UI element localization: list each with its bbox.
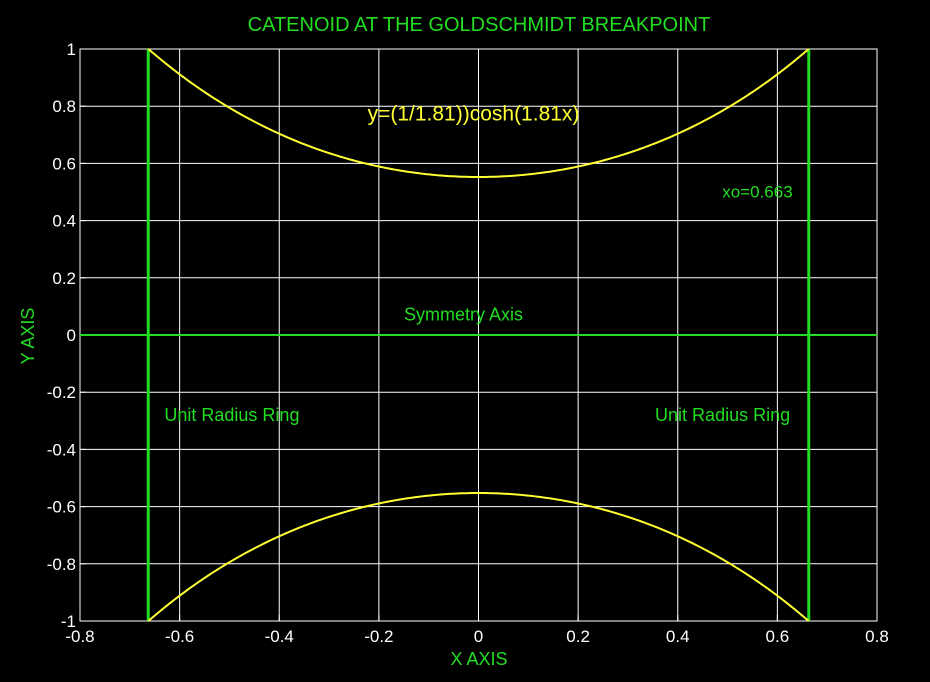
y-tick-label: -0.2 <box>47 383 76 402</box>
y-tick-label: 0.8 <box>52 97 76 116</box>
x-axis-label: X AXIS <box>450 649 507 669</box>
tick-labels: -0.8 -0.6 -0.4 -0.2 0 0.2 0.4 0.6 0.8-1-0.8-0.6-… <box>47 40 889 646</box>
x-tick-label: -0.2 <box>364 627 393 646</box>
x-tick-label: 0.2 <box>566 627 590 646</box>
ring-label-right: Unit Radius Ring <box>655 405 790 425</box>
catenary-lower-curve <box>147 492 810 622</box>
y-tick-label: 0.6 <box>52 154 76 173</box>
x-tick-label: -0.6 <box>165 627 194 646</box>
y-tick-label: 0.2 <box>52 269 76 288</box>
series <box>80 48 877 622</box>
x-tick-label: 0.8 <box>865 627 889 646</box>
y-tick-label: 0.4 <box>52 212 76 231</box>
y-tick-label: -0.8 <box>47 555 76 574</box>
ring-label-left: Unit Radius Ring <box>164 405 299 425</box>
y-tick-label: -0.6 <box>47 498 76 517</box>
y-tick-label: 1 <box>67 40 76 59</box>
xo-annotation: xo=0.663 <box>722 183 792 202</box>
chart-title: CATENOID AT THE GOLDSCHMIDT BREAKPOINT <box>248 14 711 36</box>
equation-annotation: y=(1/1.81))cosh(1.81x) <box>368 103 580 126</box>
x-tick-label: -0.8 <box>65 627 94 646</box>
symmetry-axis-label: Symmetry Axis <box>404 305 523 325</box>
x-tick-label: -0.4 <box>265 627 294 646</box>
y-axis-label: Y AXIS <box>18 308 38 365</box>
catenary-upper-curve <box>147 48 810 178</box>
x-tick-label: 0.6 <box>766 627 790 646</box>
y-tick-label: -0.4 <box>47 440 76 459</box>
x-tick-label: 0.4 <box>666 627 690 646</box>
x-tick-label: 0 <box>474 627 483 646</box>
y-tick-label: 0 <box>67 326 76 345</box>
y-tick-label: -1 <box>61 612 76 631</box>
